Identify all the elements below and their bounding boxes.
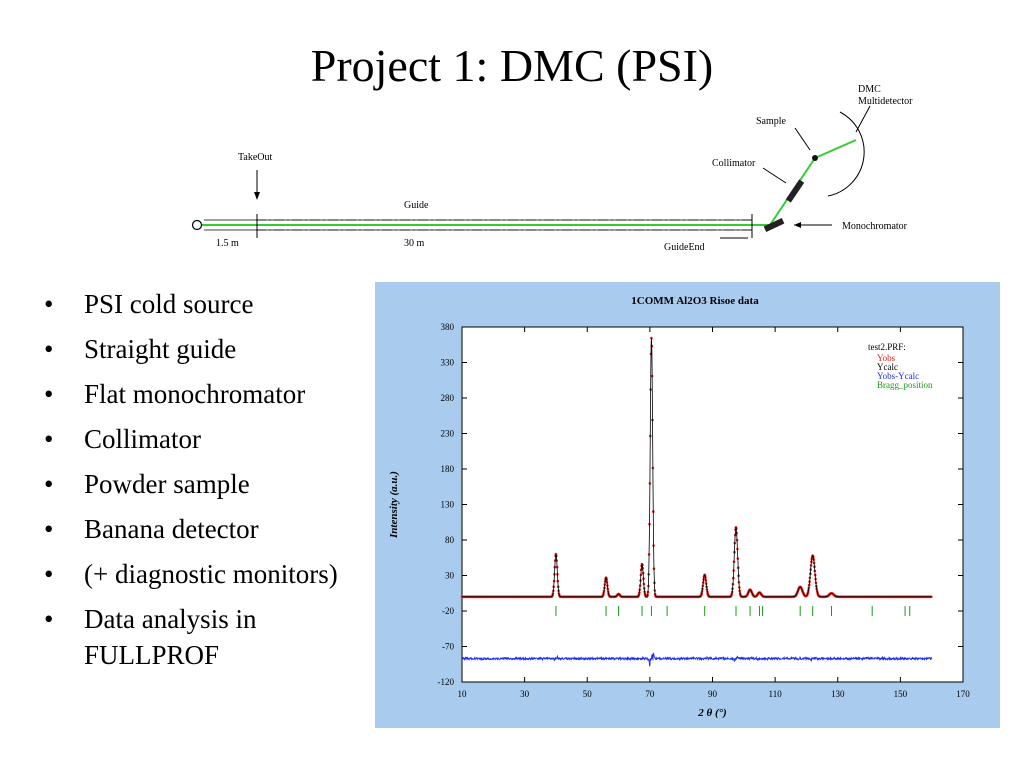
y-tick-label: 230: [441, 429, 455, 439]
monochromator-label: Monochromator: [842, 221, 908, 232]
y-axis-label: Intensity (a.u.): [388, 471, 400, 539]
bullet-item: Data analysis in FULLPROF: [40, 601, 370, 673]
detector-arc: [827, 111, 865, 197]
y-tick-label: 30: [445, 571, 455, 581]
bullet-item: Banana detector: [40, 511, 370, 547]
y-tick-label: 130: [441, 500, 455, 510]
legend-file-label: test2.PRF:: [868, 342, 906, 352]
y-tick-label: 280: [441, 393, 455, 403]
sample-arrow: [794, 127, 811, 151]
bullet-item: Straight guide: [40, 331, 370, 367]
collimator-block: [785, 179, 805, 203]
bullet-list: PSI cold source Straight guide Flat mono…: [40, 286, 370, 682]
distance-label-guide: 30 m: [404, 238, 425, 249]
x-tick-label: 50: [583, 689, 593, 699]
x-tick-label: 70: [645, 689, 655, 699]
x-tick-label: 110: [769, 689, 783, 699]
y-tick-label: 80: [445, 535, 455, 545]
y-tick-label: 180: [441, 464, 455, 474]
legend-entry: Yobs-Ycalc: [877, 371, 919, 381]
series-yobs-ycalc: [461, 652, 933, 667]
bullet-item: PSI cold source: [40, 286, 370, 322]
legend-entry: Bragg_position: [877, 380, 933, 390]
legend: test2.PRF: YobsYcalcYobs-YcalcBragg_posi…: [868, 342, 933, 390]
collimator-label: Collimator: [712, 158, 756, 169]
bullet-item: (+ diagnostic monitors): [40, 556, 370, 592]
y-tick-label: 380: [441, 322, 455, 332]
y-tick-label: -20: [442, 606, 454, 616]
slide-title: Project 1: DMC (PSI): [310, 40, 714, 91]
diffraction-plot-panel: 1COMM Al2O3 Risoe data -120 -70 -20 30 80 130…: [375, 282, 1000, 728]
guide-label: Guide: [404, 200, 429, 211]
bullet-item: Collimator: [40, 421, 370, 457]
collimator-arrow: [762, 167, 787, 184]
x-axis: 10 30 50 70 90 110 130 150 170: [458, 327, 970, 699]
neutron-beam: [202, 139, 857, 226]
plot-area: [461, 326, 964, 683]
y-tick-label: -120: [438, 677, 455, 687]
takeout-arrowhead: [254, 192, 260, 200]
series-layer: [460, 336, 933, 667]
legend-entry: Ycalc: [877, 362, 898, 372]
bullet-item: Flat monochromator: [40, 376, 370, 412]
diffraction-plot: 1COMM Al2O3 Risoe data -120 -70 -20 30 80 130…: [388, 295, 970, 719]
distance-label-first: 1.5 m: [216, 238, 239, 249]
series-bragg-position: [555, 606, 911, 616]
x-tick-label: 10: [458, 689, 468, 699]
sample-label: Sample: [756, 116, 787, 127]
source-icon: [191, 219, 203, 231]
x-axis-label: 2 θ (°): [697, 707, 726, 719]
sample-icon: [812, 155, 818, 161]
instrument-schematic: TakeOut Guide 1.5 m 30 m GuideEnd Monoch…: [191, 84, 913, 253]
x-tick-label: 130: [831, 689, 845, 699]
y-tick-label: -70: [442, 642, 454, 652]
x-tick-label: 170: [956, 689, 970, 699]
x-tick-label: 150: [894, 689, 908, 699]
bullet-item: Powder sample: [40, 466, 370, 502]
guide-end-label: GuideEnd: [664, 242, 705, 253]
y-tick-label: 330: [441, 358, 455, 368]
series-ycalc: [462, 337, 932, 598]
detector-arrow: [855, 105, 871, 133]
monochromator-crystal: [763, 218, 785, 232]
plot-title: 1COMM Al2O3 Risoe data: [631, 295, 759, 307]
detector-label-line1: DMC: [858, 84, 881, 95]
x-tick-label: 90: [708, 689, 718, 699]
takeout-label: TakeOut: [238, 152, 273, 163]
detector-label-line2: Multidetector: [858, 96, 913, 107]
y-axis: -120 -70 -20 30 80 130 180 230 280 330 380: [438, 322, 963, 687]
monochromator-arrowhead: [794, 222, 801, 228]
x-tick-label: 30: [520, 689, 530, 699]
legend-entry: Yobs: [877, 353, 896, 363]
